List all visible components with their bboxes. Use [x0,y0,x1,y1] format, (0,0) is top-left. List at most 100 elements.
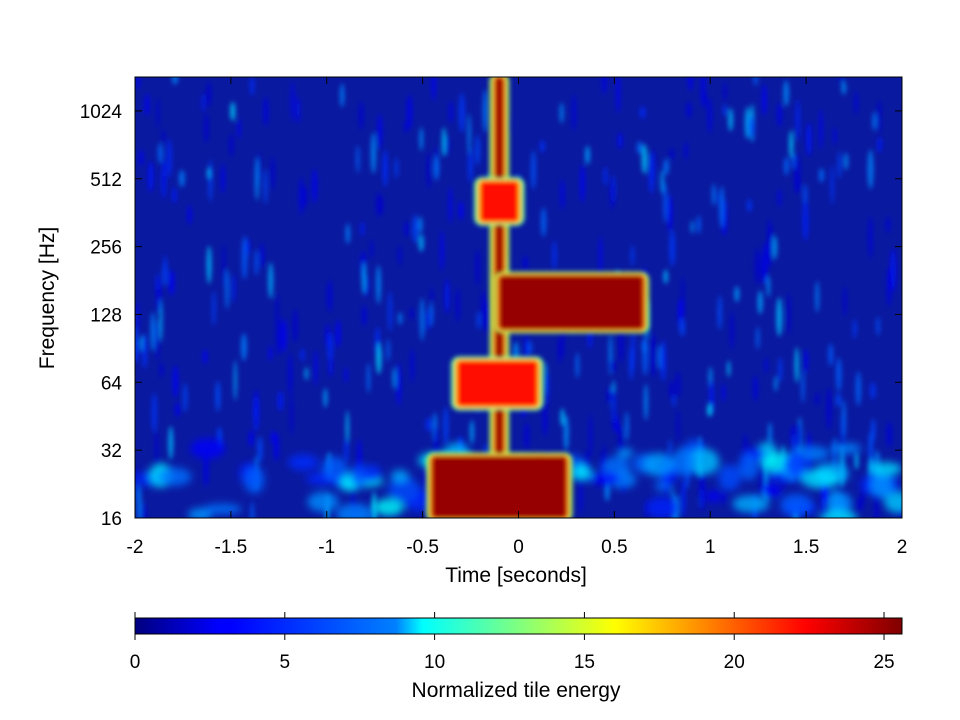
y-tick-label: 64 [101,373,123,394]
noise-streak [270,430,275,444]
noise-blob [307,491,339,512]
noise-streak [630,244,635,266]
noise-blob [884,491,902,514]
noise-streak [377,195,384,216]
noise-blob [190,438,225,459]
noise-blob [616,447,634,459]
noise-streak [794,174,801,194]
noise-streak [667,194,673,233]
noise-streak [530,150,536,190]
noise-streak [828,343,834,367]
noise-streak [841,400,846,440]
noise-streak [723,82,727,102]
noise-streak [254,249,259,276]
noise-streak [409,307,415,320]
noise-streak [835,357,842,392]
event-feature-4 [474,177,525,226]
noise-blob [738,452,759,481]
noise-blob [869,462,902,476]
noise-streak [136,77,140,90]
noise-streak [754,247,761,285]
noise-streak [559,102,564,124]
noise-streak [854,91,859,115]
noise-streak [826,387,832,431]
noise-streak [144,93,150,116]
noise-streak [870,382,876,400]
feature-core [432,456,567,518]
noise-streak [358,100,364,130]
noise-streak [527,341,533,355]
noise-streak [376,264,381,304]
noise-streak [563,415,569,451]
noise-streak [201,93,206,113]
noise-streak [560,408,565,427]
noise-blob [350,463,369,488]
noise-streak [418,233,424,252]
noise-blob [588,472,621,485]
heatmap-plot-area [135,77,902,518]
x-tick-label: -1 [318,537,335,558]
noise-streak [426,152,432,189]
noise-streak [606,386,613,404]
noise-streak [458,200,464,221]
noise-streak [523,422,530,450]
noise-streak [397,312,403,325]
noise-streak [404,220,410,237]
noise-streak [232,273,236,303]
noise-streak [268,345,273,362]
noise-streak [868,215,873,259]
noise-streak [220,163,225,194]
noise-blob [321,456,348,482]
noise-streak [371,491,377,518]
noise-streak [752,375,758,402]
noise-streak [302,186,308,208]
noise-blob [388,477,420,502]
noise-streak [610,176,615,210]
noise-streak [802,200,809,241]
noise-streak [700,77,706,106]
noise-streak [660,169,665,194]
event-feature-2 [451,356,544,411]
noise-streak [388,290,393,332]
noise-streak [469,419,475,445]
noise-blob [830,492,853,514]
noise-streak [229,133,234,158]
noise-streak [796,422,802,450]
noise-streak [136,482,142,518]
noise-streak [579,478,583,515]
noise-streak [174,402,181,418]
noise-streak [830,164,834,206]
noise-blob [718,464,741,491]
y-tick-label: 128 [90,305,122,326]
event-feature-3 [493,271,650,334]
noise-streak [727,360,731,377]
heatmap-feature-layer [426,77,650,518]
noise-streak [178,170,185,187]
noise-streak [202,349,208,365]
noise-streak [323,388,328,408]
noise-streak [675,371,681,399]
noise-blob [157,467,192,486]
noise-blob [686,448,720,476]
noise-streak [394,157,399,179]
noise-streak [328,356,333,377]
noise-streak [579,164,585,203]
noise-streak [815,280,820,313]
noise-streak [370,239,374,259]
noise-streak [669,147,675,161]
noise-streak [789,130,794,159]
noise-streak [241,235,248,280]
noise-streak [598,235,603,276]
noise-streak [837,151,842,179]
noise-streak [835,392,842,407]
colorbar: 0 5 10 15 20 25 [130,612,903,673]
noise-streak [767,422,773,445]
noise-streak [818,168,825,183]
noise-streak [410,348,415,384]
noise-streak [257,436,263,464]
noise-blob [646,496,678,518]
noise-streak [856,496,863,513]
noise-streak [404,120,408,135]
noise-streak [557,336,562,364]
noise-streak [419,297,425,341]
